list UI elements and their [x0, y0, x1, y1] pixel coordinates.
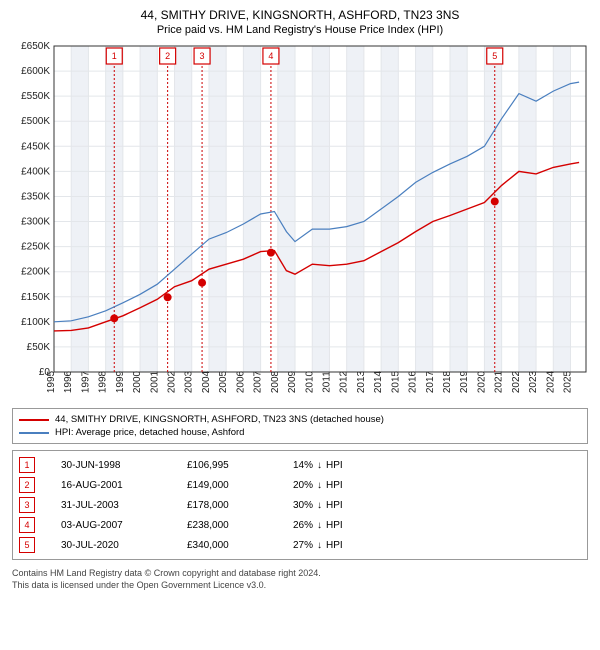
- sale-date: 30-JUN-1998: [61, 460, 161, 471]
- sale-price: £106,995: [187, 460, 267, 471]
- legend: 44, SMITHY DRIVE, KINGSNORTH, ASHFORD, T…: [12, 408, 588, 444]
- sale-number-badge: 1: [19, 457, 35, 473]
- svg-text:2021: 2021: [494, 370, 505, 393]
- sale-number-badge: 3: [19, 497, 35, 513]
- sale-pct-vs-hpi: 14%↓HPI: [293, 460, 383, 471]
- table-row: 3 31-JUL-2003 £178,000 30%↓HPI: [19, 495, 581, 515]
- legend-label: 44, SMITHY DRIVE, KINGSNORTH, ASHFORD, T…: [55, 414, 384, 425]
- svg-text:1: 1: [112, 51, 117, 61]
- chart-plot-area: £0£50K£100K£150K£200K£250K£300K£350K£400…: [8, 42, 592, 402]
- sale-date: 31-JUL-2003: [61, 500, 161, 511]
- sale-date: 16-AUG-2001: [61, 480, 161, 491]
- svg-text:2022: 2022: [511, 370, 522, 393]
- svg-text:£300K: £300K: [21, 217, 50, 228]
- svg-text:£100K: £100K: [21, 317, 50, 328]
- svg-text:£150K: £150K: [21, 292, 50, 303]
- legend-item: 44, SMITHY DRIVE, KINGSNORTH, ASHFORD, T…: [19, 413, 581, 426]
- arrow-down-icon: ↓: [317, 540, 322, 551]
- svg-text:5: 5: [492, 51, 497, 61]
- sale-pct-vs-hpi: 27%↓HPI: [293, 540, 383, 551]
- svg-text:2025: 2025: [563, 370, 574, 393]
- sale-price: £149,000: [187, 480, 267, 491]
- svg-text:2: 2: [165, 51, 170, 61]
- svg-text:£400K: £400K: [21, 166, 50, 177]
- svg-text:£650K: £650K: [21, 42, 50, 52]
- sales-table: 1 30-JUN-1998 £106,995 14%↓HPI 2 16-AUG-2001 £…: [12, 450, 588, 560]
- footnote-line1: Contains HM Land Registry data © Crown c…: [12, 568, 588, 580]
- sale-pct-vs-hpi: 26%↓HPI: [293, 520, 383, 531]
- svg-text:2001: 2001: [149, 370, 160, 393]
- footnote-line2: This data is licensed under the Open Gov…: [12, 580, 588, 592]
- svg-text:2004: 2004: [201, 370, 212, 393]
- svg-text:£250K: £250K: [21, 242, 50, 253]
- svg-text:2015: 2015: [390, 370, 401, 393]
- svg-text:2019: 2019: [459, 370, 470, 393]
- sale-number-badge: 5: [19, 537, 35, 553]
- svg-text:2012: 2012: [339, 370, 350, 393]
- svg-text:2018: 2018: [442, 370, 453, 393]
- footnote: Contains HM Land Registry data © Crown c…: [0, 564, 600, 591]
- svg-text:2010: 2010: [304, 370, 315, 393]
- legend-swatch: [19, 419, 49, 421]
- svg-text:2007: 2007: [253, 370, 264, 393]
- chart-container: 44, SMITHY DRIVE, KINGSNORTH, ASHFORD, T…: [0, 0, 600, 650]
- sale-number-badge: 4: [19, 517, 35, 533]
- svg-text:£550K: £550K: [21, 91, 50, 102]
- table-row: 1 30-JUN-1998 £106,995 14%↓HPI: [19, 455, 581, 475]
- svg-text:3: 3: [200, 51, 205, 61]
- sale-pct-vs-hpi: 30%↓HPI: [293, 500, 383, 511]
- arrow-down-icon: ↓: [317, 480, 322, 491]
- sale-price: £178,000: [187, 500, 267, 511]
- svg-text:2008: 2008: [270, 370, 281, 393]
- table-row: 5 30-JUL-2020 £340,000 27%↓HPI: [19, 535, 581, 555]
- svg-text:2016: 2016: [408, 370, 419, 393]
- svg-text:1996: 1996: [63, 370, 74, 393]
- svg-text:2013: 2013: [356, 370, 367, 393]
- svg-text:1995: 1995: [46, 370, 57, 393]
- sale-price: £340,000: [187, 540, 267, 551]
- legend-item: HPI: Average price, detached house, Ashf…: [19, 426, 581, 439]
- svg-text:£600K: £600K: [21, 66, 50, 77]
- arrow-down-icon: ↓: [317, 460, 322, 471]
- svg-text:£50K: £50K: [27, 342, 51, 353]
- chart-svg: £0£50K£100K£150K£200K£250K£300K£350K£400…: [8, 42, 592, 402]
- svg-text:2024: 2024: [545, 370, 556, 393]
- svg-text:4: 4: [268, 51, 273, 61]
- legend-swatch: [19, 432, 49, 434]
- svg-text:£200K: £200K: [21, 267, 50, 278]
- sale-date: 03-AUG-2007: [61, 520, 161, 531]
- sale-pct-vs-hpi: 20%↓HPI: [293, 480, 383, 491]
- svg-text:£450K: £450K: [21, 141, 50, 152]
- svg-text:2017: 2017: [425, 370, 436, 393]
- svg-text:1998: 1998: [98, 370, 109, 393]
- svg-text:2014: 2014: [373, 370, 384, 393]
- table-row: 2 16-AUG-2001 £149,000 20%↓HPI: [19, 475, 581, 495]
- svg-text:2023: 2023: [528, 370, 539, 393]
- arrow-down-icon: ↓: [317, 500, 322, 511]
- svg-text:2000: 2000: [132, 370, 143, 393]
- svg-text:2003: 2003: [184, 370, 195, 393]
- svg-text:2009: 2009: [287, 370, 298, 393]
- svg-text:2005: 2005: [218, 370, 229, 393]
- svg-text:£350K: £350K: [21, 191, 50, 202]
- svg-text:1997: 1997: [80, 370, 91, 393]
- table-row: 4 03-AUG-2007 £238,000 26%↓HPI: [19, 515, 581, 535]
- svg-text:2006: 2006: [235, 370, 246, 393]
- chart-subtitle: Price paid vs. HM Land Registry's House …: [0, 24, 600, 42]
- sale-price: £238,000: [187, 520, 267, 531]
- legend-label: HPI: Average price, detached house, Ashf…: [55, 427, 244, 438]
- svg-text:2011: 2011: [321, 371, 332, 393]
- arrow-down-icon: ↓: [317, 520, 322, 531]
- sale-number-badge: 2: [19, 477, 35, 493]
- sale-date: 30-JUL-2020: [61, 540, 161, 551]
- svg-text:2002: 2002: [167, 370, 178, 393]
- chart-title: 44, SMITHY DRIVE, KINGSNORTH, ASHFORD, T…: [0, 0, 600, 24]
- svg-text:1999: 1999: [115, 370, 126, 393]
- svg-text:2020: 2020: [476, 370, 487, 393]
- svg-text:£500K: £500K: [21, 116, 50, 127]
